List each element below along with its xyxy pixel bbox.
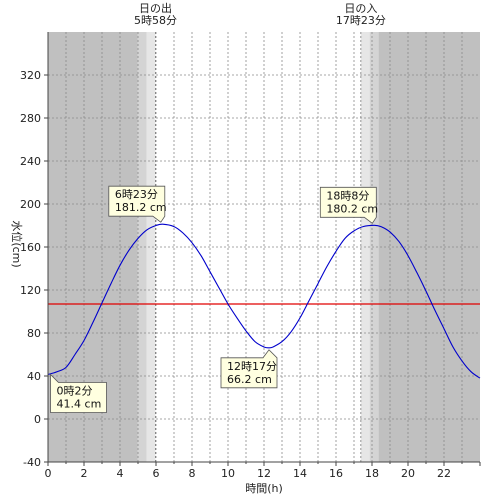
callout-value: 66.2 cm bbox=[227, 373, 272, 386]
sunrise-label: 日の出 bbox=[139, 1, 172, 15]
y-axis-label: 水位(cm) bbox=[10, 220, 24, 267]
x-axis-label: 時間(h) bbox=[245, 482, 283, 495]
callout-time: 12時17分 bbox=[227, 360, 277, 373]
x-tick-label: 16 bbox=[329, 467, 343, 480]
y-tick-label: -40 bbox=[23, 456, 41, 469]
x-tick-label: 2 bbox=[81, 467, 88, 480]
sunset-time: 17時23分 bbox=[336, 14, 386, 27]
x-tick-label: 22 bbox=[437, 467, 451, 480]
callout-box bbox=[50, 373, 107, 413]
series-layer bbox=[47, 223, 481, 379]
y-tick-label: 120 bbox=[20, 284, 41, 297]
series-line-0 bbox=[47, 223, 481, 379]
x-tick-label: 8 bbox=[189, 467, 196, 480]
x-tick-label: 4 bbox=[117, 467, 124, 480]
callout-time: 18時8分 bbox=[326, 189, 369, 202]
x-tick-label: 0 bbox=[45, 467, 52, 480]
callout-value: 181.2 cm bbox=[115, 201, 167, 214]
x-tick-label: 18 bbox=[365, 467, 379, 480]
callout-box bbox=[108, 185, 166, 223]
callout-box bbox=[319, 186, 377, 224]
y-tick-label: 280 bbox=[20, 112, 41, 125]
y-tick-label: 80 bbox=[27, 327, 41, 340]
axis-layer: -40 0 40 80 120 160 200 240 280 320 0 2 4 6 8 10 12 14 16 1… bbox=[20, 32, 481, 480]
y-tick-label: 40 bbox=[27, 370, 41, 383]
y-tick-label: 240 bbox=[20, 155, 41, 168]
callout-time: 0時2分 bbox=[57, 384, 93, 397]
callout-value: 41.4 cm bbox=[57, 397, 102, 410]
x-tick-label: 10 bbox=[221, 467, 235, 480]
callout-value: 180.2 cm bbox=[326, 202, 378, 215]
y-tick-label: 320 bbox=[20, 69, 41, 82]
day-band bbox=[155, 32, 361, 462]
x-tick-label: 14 bbox=[293, 467, 307, 480]
x-tick-label: 12 bbox=[257, 467, 271, 480]
callout-box bbox=[220, 349, 278, 389]
sunrise-time: 5時58分 bbox=[134, 14, 177, 27]
callout-time: 6時23分 bbox=[115, 188, 158, 201]
x-tick-label: 20 bbox=[401, 467, 415, 480]
y-tick-label: 160 bbox=[20, 241, 41, 254]
sunset-label: 日の入 bbox=[344, 2, 377, 15]
y-tick-label: 200 bbox=[20, 198, 41, 211]
y-tick-label: 0 bbox=[34, 413, 41, 426]
x-tick-label: 6 bbox=[153, 467, 160, 480]
